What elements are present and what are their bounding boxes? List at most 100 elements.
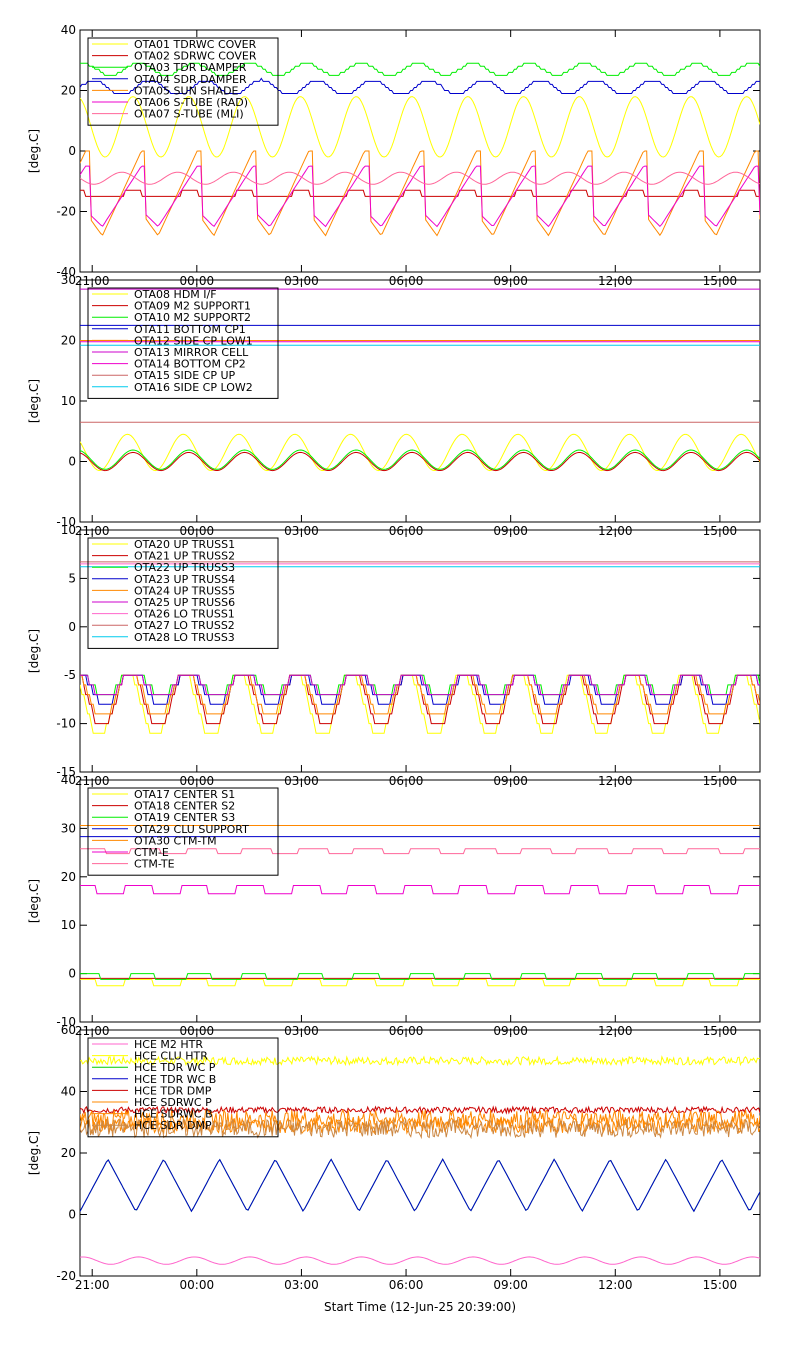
series-line-7 [80, 171, 760, 185]
legend-entry: HCE CLU HTR [134, 1050, 208, 1063]
y-tick-label: 20 [61, 1146, 76, 1160]
legend-entry: OTA02 SDRWC COVER [134, 50, 257, 63]
legend-entry: OTA11 BOTTOM CP1 [134, 323, 246, 336]
series-line-2 [80, 674, 760, 725]
legend-entry: OTA14 BOTTOM CP2 [134, 358, 246, 371]
series-group [80, 1054, 760, 1265]
x-tick-label: 09:00 [493, 1278, 528, 1292]
y-tick-label: -15 [56, 765, 76, 779]
series-line-1 [80, 978, 760, 987]
series-line-8 [80, 1118, 760, 1140]
series-line-2 [80, 1054, 760, 1067]
series-line-4 [80, 674, 760, 705]
y-tick-label: -40 [56, 265, 76, 279]
y-tick-label: -20 [56, 1269, 76, 1283]
y-tick-label: 30 [61, 821, 76, 835]
y-tick-label: 20 [61, 870, 76, 884]
y-tick-label: 30 [61, 273, 76, 287]
legend-entry: OTA25 UP TRUSS6 [134, 596, 235, 609]
y-tick-label: 0 [68, 455, 76, 469]
x-tick-label: 15:00 [703, 1278, 738, 1292]
x-tick-label: 06:00 [389, 1278, 424, 1292]
x-tick-label: 03:00 [284, 1278, 319, 1292]
y-tick-label: 0 [68, 144, 76, 158]
series-group [80, 825, 760, 987]
legend-entry: OTA07 S-TUBE (MLI) [134, 108, 244, 121]
y-tick-label: 40 [61, 773, 76, 787]
y-tick-label: 20 [61, 334, 76, 348]
legend-entry: OTA16 SIDE CP LOW2 [134, 381, 253, 394]
legend-entry: HCE SDRWC P [134, 1096, 212, 1109]
legend-entry: OTA12 SIDE CP LOW1 [134, 334, 253, 347]
panel-frame [79, 779, 761, 1023]
legend-entry: OTA15 SIDE CP UP [134, 369, 236, 382]
legend-entry: OTA10 M2 SUPPORT2 [134, 311, 251, 324]
series-line-4 [80, 1158, 760, 1213]
panel-5: -20 0 20 40 60 [deg.C] 21:00 00:00 03:00 06:00 09:… [27, 1023, 761, 1292]
legend-entry: HCE SDR DMP [134, 1119, 212, 1132]
series-line-4 [80, 77, 760, 94]
x-tick-label: 00:00 [180, 1278, 215, 1292]
y-tick-label: 10 [61, 523, 76, 537]
legend-entry: OTA28 LO TRUSS3 [134, 631, 235, 644]
legend-entry: OTA29 CLU SUPPORT [134, 823, 249, 836]
legend-entry: OTA04 SDR DAMPER [134, 73, 247, 86]
legend-entry: OTA09 M2 SUPPORT1 [134, 300, 251, 313]
series-line-6 [80, 165, 760, 228]
y-tick-label: 10 [61, 394, 76, 408]
series-line-5 [80, 1105, 760, 1115]
y-axis-label: [deg.C] [27, 129, 41, 173]
x-tick-label: 12:00 [598, 1278, 633, 1292]
panel-frame [79, 529, 761, 773]
y-tick-label: -10 [56, 1015, 76, 1029]
legend-box [87, 37, 279, 126]
legend-entry: OTA30 CTM-TM [134, 834, 217, 847]
series-group [80, 288, 760, 472]
y-tick-label: 0 [68, 967, 76, 981]
legend-entry: OTA27 LO TRUSS2 [134, 619, 235, 632]
y-tick-label: 60 [61, 1023, 76, 1037]
series-line-7 [80, 848, 760, 855]
legend-box [87, 287, 279, 399]
legend-entry: CTM-TE [134, 858, 175, 871]
legend-entry: OTA26 LO TRUSS1 [134, 608, 235, 621]
legend-entry: HCE SDRWC B [134, 1108, 213, 1121]
y-tick-label: 5 [68, 571, 76, 585]
legend-entry: HCE TDR WC P [134, 1061, 216, 1074]
legend-entry: OTA19 CENTER S3 [134, 811, 235, 824]
y-tick-label: 10 [61, 918, 76, 932]
series-group [80, 561, 760, 734]
series-line-6 [80, 885, 760, 895]
series-line-6 [80, 1108, 760, 1131]
legend-entry: OTA06 S-TUBE (RAD) [134, 96, 248, 109]
series-line-2 [80, 189, 760, 197]
legend-entry: OTA22 UP TRUSS3 [134, 561, 235, 574]
y-tick-label: 20 [61, 84, 76, 98]
y-tick-label: 40 [61, 23, 76, 37]
legend-entry: OTA23 UP TRUSS4 [134, 573, 235, 586]
y-axis-label: [deg.C] [27, 629, 41, 673]
series-line-3 [80, 1158, 760, 1213]
series-line-1 [80, 1256, 760, 1265]
y-tick-label: -10 [56, 515, 76, 529]
legend-entry: HCE M2 HTR [134, 1038, 203, 1051]
series-line-3 [80, 62, 760, 76]
y-tick-label: 0 [68, 1208, 76, 1222]
legend-entry: OTA24 UP TRUSS5 [134, 584, 235, 597]
series-line-2 [80, 451, 760, 472]
legend-entry: HCE TDR WC B [134, 1073, 216, 1086]
legend-box [87, 787, 279, 876]
legend-entry: OTA08 HDM I/F [134, 288, 217, 301]
legend-box [87, 1037, 279, 1138]
y-tick-label: -10 [56, 717, 76, 731]
legend-entry: OTA17 CENTER S1 [134, 788, 235, 801]
series-line-6 [80, 674, 760, 696]
y-axis-label: [deg.C] [27, 1131, 41, 1175]
y-axis-label: [deg.C] [27, 379, 41, 423]
legend-entry: OTA13 MIRROR CELL [134, 346, 249, 359]
series-line-5 [80, 150, 760, 237]
